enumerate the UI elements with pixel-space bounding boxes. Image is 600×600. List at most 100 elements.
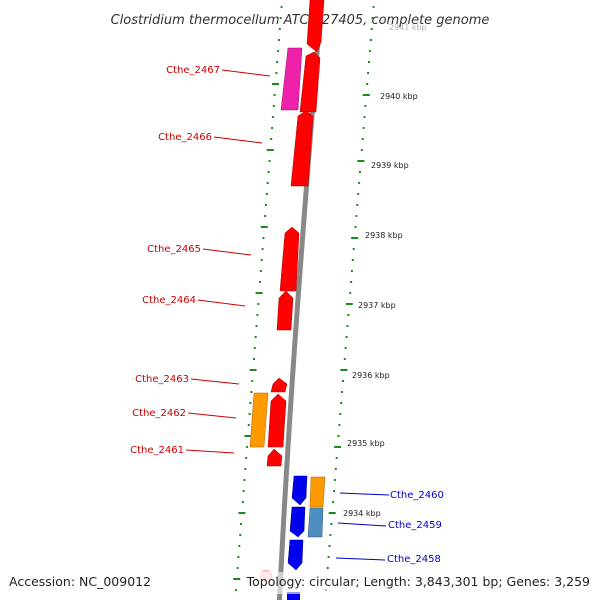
minor-tick (356, 204, 359, 206)
minor-tick (339, 413, 342, 415)
minor-tick (341, 391, 344, 393)
gene-labels-right: Cthe_2460 Cthe_2459 Cthe_2458 (387, 490, 444, 565)
gene-label[interactable]: Cthe_2461 (130, 445, 184, 456)
minor-tick (354, 226, 357, 228)
major-tick (255, 292, 263, 294)
minor-tick (326, 567, 329, 569)
gene-arrow[interactable] (249, 392, 269, 448)
minor-tick (280, 6, 283, 8)
minor-tick (275, 72, 278, 74)
minor-tick (253, 347, 256, 349)
minor-tick (279, 17, 282, 19)
minor-tick (237, 556, 240, 558)
minor-tick (245, 457, 248, 459)
minor-tick (247, 424, 250, 426)
gene-arrow[interactable] (287, 539, 304, 571)
minor-tick (236, 567, 239, 569)
gene-arrow[interactable] (276, 290, 294, 331)
gene-arrow[interactable] (290, 110, 314, 187)
minor-tick (264, 215, 267, 217)
minor-tick (343, 358, 346, 360)
gene-label[interactable]: Cthe_2465 (147, 244, 201, 255)
kbp-label: 2940 kbp (380, 92, 418, 101)
minor-tick (364, 105, 367, 107)
minor-tick (234, 589, 237, 591)
minor-tick (271, 127, 274, 129)
major-tick (351, 237, 359, 239)
minor-tick (368, 61, 370, 63)
gene-label[interactable]: Cthe_2466 (158, 132, 212, 143)
gene-label[interactable]: Cthe_2458 (387, 554, 441, 565)
kbp-label: 2935 kbp (347, 439, 385, 448)
minor-tick (244, 468, 247, 470)
gene-arrow[interactable] (291, 475, 308, 506)
minor-tick (268, 160, 271, 162)
gene-arrow[interactable] (309, 476, 326, 508)
minor-tick (361, 138, 364, 140)
gene-arrow[interactable] (289, 506, 306, 538)
minor-tick (350, 281, 353, 283)
minor-tick (330, 523, 333, 525)
major-tick (260, 226, 268, 228)
minor-tick (342, 380, 344, 382)
minor-tick (335, 457, 338, 459)
minor-tick (357, 193, 360, 195)
gene-arrow[interactable] (270, 377, 288, 393)
minor-tick (370, 28, 373, 30)
gene-arrow[interactable] (299, 51, 321, 113)
kbp-label: 2937 kbp (358, 301, 396, 310)
minor-tick (332, 501, 335, 503)
gene-arrow[interactable] (266, 448, 283, 467)
minor-tick (369, 39, 372, 41)
minor-tick (266, 182, 269, 184)
minor-tick (366, 83, 369, 85)
gene-label[interactable]: Cthe_2462 (132, 408, 186, 419)
gene-arrow[interactable] (279, 226, 300, 292)
gene-arrow[interactable] (280, 47, 303, 111)
gene-labels-left: Cthe_2467 Cthe_2466 Cthe_2465 Cthe_2464 … (130, 65, 220, 456)
minor-tick (334, 468, 337, 470)
minor-tick (259, 281, 261, 283)
minor-tick (259, 270, 262, 272)
gene-label[interactable]: Cthe_2460 (390, 490, 444, 501)
gene-arrow[interactable] (267, 393, 287, 448)
gene-label[interactable]: Cthe_2464 (142, 295, 196, 306)
gene-label[interactable]: Cthe_2467 (166, 65, 220, 76)
gene-label[interactable]: Cthe_2459 (388, 520, 442, 531)
minor-tick (340, 402, 343, 404)
major-tick (340, 369, 348, 371)
major-tick (249, 369, 257, 371)
minor-tick (272, 105, 275, 107)
major-tick (345, 303, 353, 305)
minor-tick (261, 248, 264, 250)
minor-tick (257, 303, 260, 305)
kbp-scale: 2941 kbp 2940 kbp 2939 kbp 2938 kbp 2937… (343, 23, 427, 518)
major-tick (328, 512, 336, 514)
minor-tick (344, 347, 347, 349)
minor-tick (368, 50, 371, 52)
minor-tick (249, 402, 252, 404)
minor-tick (337, 435, 340, 437)
minor-tick (329, 534, 332, 536)
gene-arrow[interactable] (307, 507, 324, 538)
minor-tick (265, 193, 268, 195)
minor-tick (277, 50, 280, 52)
minor-tick (333, 479, 336, 481)
minor-tick (250, 391, 253, 393)
gene-label[interactable]: Cthe_2463 (135, 374, 189, 385)
minor-tick (241, 501, 244, 503)
minor-tick (346, 325, 349, 327)
minor-tick (358, 182, 361, 184)
kbp-label: 2936 kbp (352, 371, 390, 380)
minor-tick (271, 116, 274, 118)
kbp-label: 2939 kbp (371, 161, 409, 170)
minor-tick (251, 380, 254, 382)
gene-arrow[interactable] (306, 0, 325, 53)
genome-summary-text: Topology: circular; Length: 3,843,301 bp… (246, 574, 590, 589)
minor-tick (371, 17, 374, 19)
minor-tick (360, 149, 363, 151)
minor-tick (278, 28, 281, 30)
minor-tick (347, 314, 350, 316)
minor-tick (367, 72, 370, 74)
minor-tick (333, 490, 335, 492)
